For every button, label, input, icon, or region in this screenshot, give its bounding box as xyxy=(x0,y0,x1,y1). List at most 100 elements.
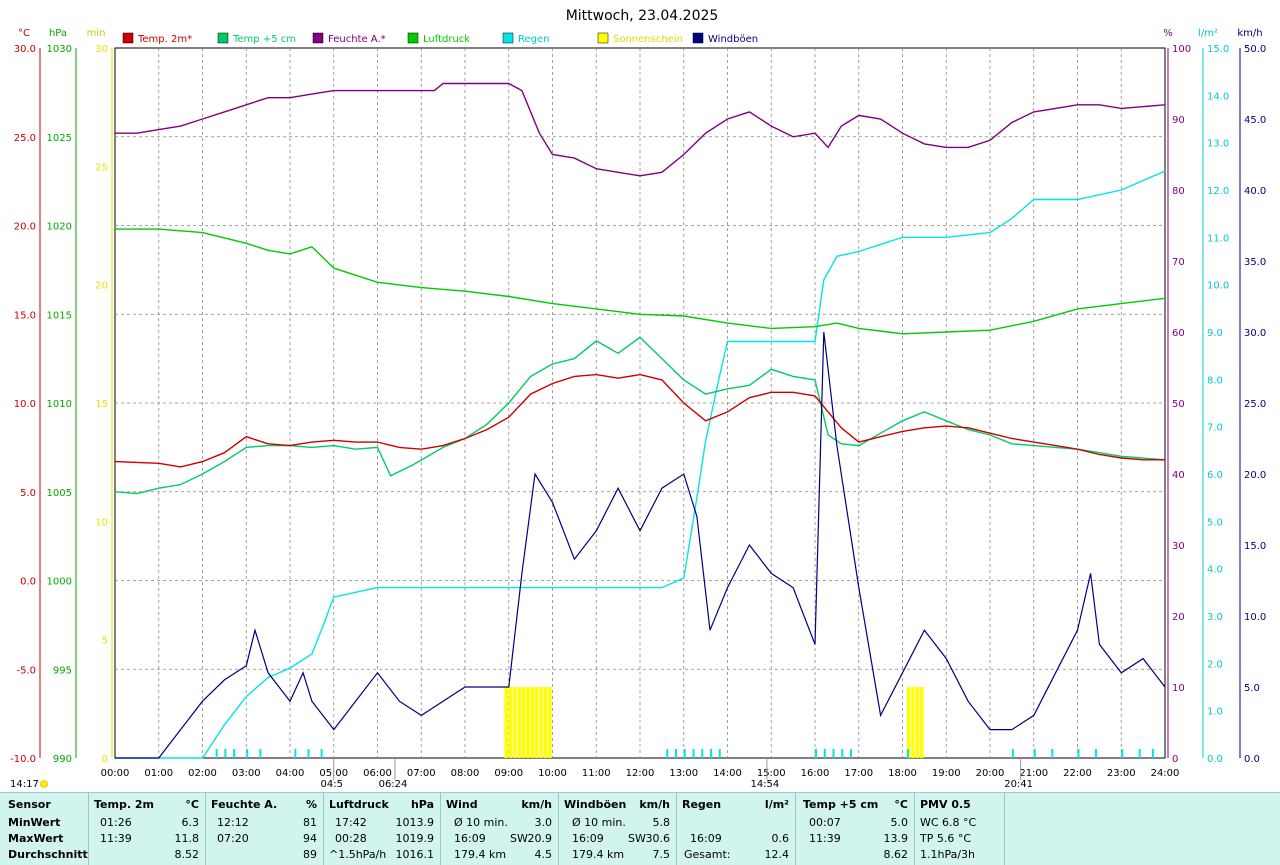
pmv-header: PMV 0.5 xyxy=(920,798,971,811)
sunshine-bar xyxy=(915,687,920,758)
x-tick-label: 01:00 xyxy=(144,768,173,779)
temp5cm-min: 5.0 xyxy=(890,816,909,829)
wind-header: Wind xyxy=(446,798,478,811)
wind-unit-label: km/h xyxy=(1237,28,1262,39)
gusts-max-time: 16:09 xyxy=(572,832,604,845)
humidity-tick-label: 20 xyxy=(1172,612,1185,623)
temp-unit-label: °C xyxy=(18,28,30,39)
legend-swatch xyxy=(502,32,514,44)
rain-tick xyxy=(718,749,721,758)
x-tick-label: 06:00 xyxy=(363,768,392,779)
pressure-tick-label: 1025 xyxy=(47,133,72,144)
rain-tick-label: 11.0 xyxy=(1207,233,1229,244)
pmv-dewpoint: TP 5.6 °C xyxy=(920,832,972,845)
rain-tick xyxy=(710,749,712,758)
pressure-tick-label: 1000 xyxy=(47,577,72,588)
sun-marker-label: 20:41 xyxy=(1004,779,1033,790)
humidity-tick-label: 70 xyxy=(1172,257,1185,268)
rain-tick xyxy=(246,749,249,758)
rain-tick xyxy=(1011,749,1014,758)
rain-tick xyxy=(294,749,297,758)
wind-max: 20.9 xyxy=(527,832,553,845)
wind-tick-label: 50.0 xyxy=(1244,44,1266,55)
x-tick-label: 09:00 xyxy=(494,768,523,779)
sun_min-tick-label: 20 xyxy=(95,281,108,292)
temp5cm-max: 13.9 xyxy=(883,832,909,845)
rain-tick-label: 8.0 xyxy=(1207,375,1223,386)
sun-marker-label: 06:24 xyxy=(379,779,408,790)
x-tick-label: 07:00 xyxy=(407,768,436,779)
temp5cm-avg: 8.62 xyxy=(883,848,909,861)
temp2m-max: 11.8 xyxy=(174,832,200,845)
temp2m-unit: °C xyxy=(185,798,199,811)
rain-tick-label: 14.0 xyxy=(1207,91,1229,102)
rain-max: 0.6 xyxy=(771,832,790,845)
legend-label: Sonnenschein xyxy=(613,34,683,45)
rain-tick xyxy=(906,749,909,758)
temp2m-min: 6.3 xyxy=(181,816,200,829)
legend-swatch xyxy=(692,32,704,44)
legend-label: Temp. 2m* xyxy=(137,34,192,45)
gusts-unit: km/h xyxy=(639,798,670,811)
rain-tick xyxy=(701,749,704,758)
sunshine-bar xyxy=(543,687,548,758)
humidity-tick-label: 60 xyxy=(1172,328,1185,339)
x-tick-label: 20:00 xyxy=(976,768,1005,779)
sun_min-tick-label: 15 xyxy=(95,399,108,410)
pmv-pressure-trend: 1.1hPa/3h xyxy=(920,848,976,861)
humidity-tick-label: 0 xyxy=(1172,754,1178,765)
rain-tick xyxy=(320,749,323,758)
wind-tick-label: 10.0 xyxy=(1244,612,1266,623)
humidity-tick-label: 80 xyxy=(1172,186,1185,197)
x-tick-label: 12:00 xyxy=(626,768,655,779)
stats-humidity-column: Feuchte A.% 12:12 81 07:20 94 89 xyxy=(205,793,324,865)
series-line-feuchte-a xyxy=(115,82,1166,177)
rain-tick-label: 3.0 xyxy=(1207,612,1223,623)
rain-tick xyxy=(259,749,262,758)
humidity-max: 94 xyxy=(303,832,317,845)
axes: 30.025.020.015.010.05.00.0-5.0-10.010301… xyxy=(10,44,1266,765)
x-tick-label: 00:00 xyxy=(101,768,130,779)
sun-marker-label: 14:54 xyxy=(750,779,779,790)
gusts-max-dir: SW xyxy=(628,832,646,845)
legend-label: Feuchte A.* xyxy=(328,34,386,45)
humidity-min: 81 xyxy=(303,816,317,829)
humidity-tick-label: 90 xyxy=(1172,115,1185,126)
rain-tick xyxy=(841,749,844,758)
wind-tick-label: 5.0 xyxy=(1244,683,1260,694)
rain-tick xyxy=(815,749,817,758)
sunshine-bar xyxy=(530,687,535,758)
row-label-min: MinWert xyxy=(8,816,61,829)
rain-tick-label: 15.0 xyxy=(1207,44,1229,55)
stats-temp2m-column: Temp. 2m °C 01:26 6.3 11:39 11.8 8.52 xyxy=(88,793,206,865)
wind-tick-label: 20.0 xyxy=(1244,470,1266,481)
rain-tick xyxy=(683,749,686,758)
sunshine-bar xyxy=(906,687,911,758)
legend-swatch xyxy=(122,32,134,44)
rain-unit-label: l/m² xyxy=(1198,28,1218,39)
temp-tick-label: 30.0 xyxy=(14,44,36,55)
sunshine-bar xyxy=(548,687,552,758)
sunshine-bars xyxy=(504,687,924,758)
pressure-header: Luftdruck xyxy=(329,798,389,811)
gusts-header: Windböen xyxy=(564,798,627,811)
pressure-unit-label: hPa xyxy=(49,28,67,39)
humidity-tick-label: 100 xyxy=(1172,44,1191,55)
x-tick-label: 21:00 xyxy=(1019,768,1048,779)
wind-max-dir: SW xyxy=(510,832,528,845)
rain-tick-label: 1.0 xyxy=(1207,707,1223,718)
sun-unit-label: min xyxy=(87,28,106,39)
wind-tick-label: 25.0 xyxy=(1244,399,1266,410)
sunshine-bar xyxy=(526,687,530,758)
pmv-windchill: WC 6.8 °C xyxy=(920,816,977,829)
sun_min-tick-label: 5 xyxy=(102,636,108,647)
pressure-max-time: 00:28 xyxy=(335,832,367,845)
temp2m-min-time: 01:26 xyxy=(100,816,132,829)
x-tick-label: 16:00 xyxy=(801,768,830,779)
wind-distance: 179.4 km xyxy=(454,848,507,861)
rain-tick xyxy=(823,749,826,758)
wind-avg: 4.5 xyxy=(534,848,553,861)
wind-max-time: 16:09 xyxy=(454,832,486,845)
stats-sensor-column: Sensor MinWert MaxWert Durchschnitt xyxy=(0,793,89,865)
sunshine-bar xyxy=(521,687,526,758)
